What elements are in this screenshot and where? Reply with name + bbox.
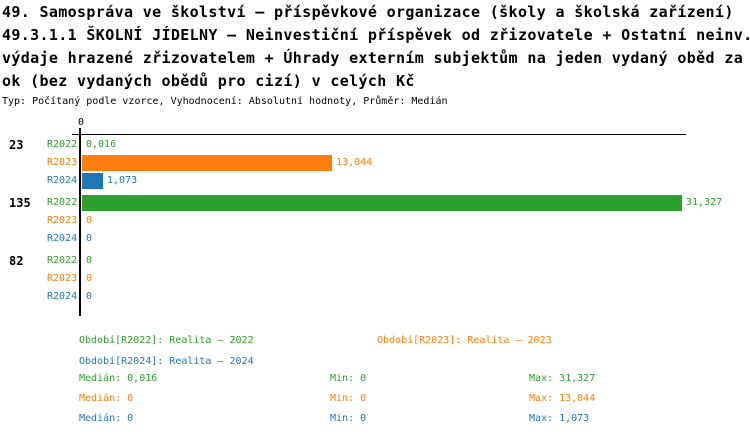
period-label: R2024 xyxy=(47,291,78,302)
period-label: R2022 xyxy=(47,139,78,150)
period-label: R2024 xyxy=(47,233,78,244)
legend-item: Období[R2023]: Realita – 2023 xyxy=(377,335,552,346)
stat-min: Min: 0 xyxy=(330,393,367,404)
bar-group: 23 R2022 0,016 R2023 13,044 R2024 1,073 xyxy=(0,136,750,190)
value-label: 1,073 xyxy=(107,175,138,186)
chart-row: 135 R2022 31,327 xyxy=(0,194,750,212)
stat-max: Max: 13,044 xyxy=(529,393,596,404)
page-title-line: výdaje hrazené zřizovatelem + Úhrady ext… xyxy=(2,49,750,67)
group-count-label: 82 xyxy=(9,254,24,268)
bar-group: 135 R2022 31,327 R2023 0 R2024 0 xyxy=(0,194,750,248)
chart-row: 82 R2022 0 xyxy=(0,252,750,270)
value-label: 0 xyxy=(86,273,93,284)
chart-row: 23 R2022 0,016 xyxy=(0,136,750,154)
page-title-line: ok (bez vydaných obědů pro cizí) v celýc… xyxy=(2,72,415,90)
y-axis-line xyxy=(79,128,81,316)
value-bar xyxy=(82,195,682,211)
stat-median: Medián: 0 xyxy=(79,413,134,424)
stat-min: Min: 0 xyxy=(330,413,367,424)
value-label: 0 xyxy=(86,215,93,226)
chart-row: R2023 0 xyxy=(0,270,750,288)
period-label: R2023 xyxy=(47,215,78,226)
group-count-label: 23 xyxy=(9,138,24,152)
group-count-label: 135 xyxy=(9,196,31,210)
value-label: 0 xyxy=(86,255,93,266)
period-label: R2022 xyxy=(47,255,78,266)
value-bar xyxy=(82,173,103,189)
legend-item: Období[R2024]: Realita – 2024 xyxy=(79,356,254,367)
period-label: R2024 xyxy=(47,175,78,186)
chart-row: R2023 13,044 xyxy=(0,154,750,172)
stat-median: Medián: 0,016 xyxy=(79,373,158,384)
bar-group: 82 R2022 0 R2023 0 R2024 0 xyxy=(0,252,750,306)
value-label: 31,327 xyxy=(686,197,723,208)
chart-row: R2024 0 xyxy=(0,288,750,306)
stat-max: Max: 31,327 xyxy=(529,373,596,384)
meta-line: Typ: Počítaný podle vzorce, Vyhodnocení:… xyxy=(2,96,448,107)
stat-max: Max: 1,073 xyxy=(529,413,590,424)
stat-min: Min: 0 xyxy=(330,373,367,384)
axis-zero-tick-label: 0 xyxy=(77,117,85,128)
page-title-line: 49.3.1.1 ŠKOLNÍ JÍDELNY – Neinvestiční p… xyxy=(2,26,750,44)
period-label: R2023 xyxy=(47,273,78,284)
value-label: 0 xyxy=(86,291,93,302)
legend-item: Období[R2022]: Realita – 2022 xyxy=(79,335,254,346)
bar-rows: 23 R2022 0,016 R2023 13,044 R2024 1,073 135 R202… xyxy=(0,136,750,310)
x-axis-line xyxy=(72,134,686,135)
stat-median: Medián: 0 xyxy=(79,393,134,404)
value-label: 0,016 xyxy=(86,139,117,150)
period-label: R2022 xyxy=(47,197,78,208)
chart-row: R2023 0 xyxy=(0,212,750,230)
value-label: 0 xyxy=(86,233,93,244)
chart-row: R2024 1,073 xyxy=(0,172,750,190)
page-title-line: 49. Samospráva ve školství – příspěvkové… xyxy=(2,3,734,21)
chart-row: R2024 0 xyxy=(0,230,750,248)
page-title: 49. Samospráva ve školství – příspěvkové… xyxy=(2,1,750,93)
period-label: R2023 xyxy=(47,157,78,168)
value-label: 13,044 xyxy=(336,157,373,168)
value-bar xyxy=(82,155,332,171)
